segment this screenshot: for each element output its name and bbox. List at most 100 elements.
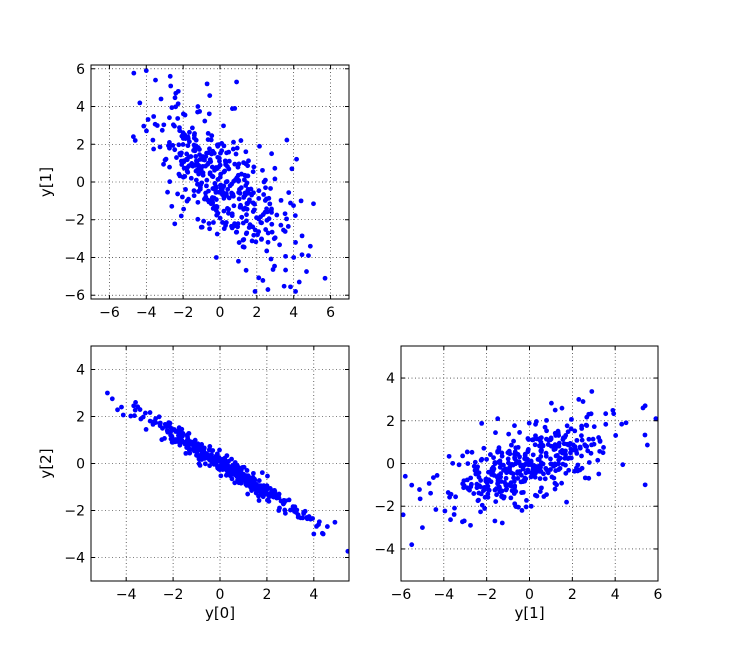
scatter-point	[210, 148, 216, 154]
scatter-point	[214, 451, 220, 457]
scatter-point	[170, 142, 176, 148]
scatter-point	[464, 477, 470, 483]
scatter-point	[210, 448, 216, 453]
scatter-point	[185, 143, 191, 149]
scatter-point	[243, 173, 249, 179]
scatter-point	[538, 449, 544, 455]
scatter-point	[499, 488, 505, 494]
y-tick-label: 2	[76, 410, 85, 426]
scatter-point	[191, 135, 197, 141]
scatter-point	[236, 258, 241, 264]
scatter-points	[105, 390, 349, 554]
scatter-point	[474, 471, 480, 477]
scatter-point	[402, 473, 408, 479]
scatter-point	[316, 522, 321, 527]
y-tick-label: −2	[64, 213, 85, 229]
scatter-point	[206, 111, 212, 117]
scatter-point	[252, 201, 257, 207]
scatter-point	[234, 79, 239, 85]
scatter-point	[277, 242, 282, 248]
scatter-point	[588, 450, 594, 456]
scatter-point	[610, 407, 616, 413]
scatter-point	[132, 413, 137, 419]
scatter-point	[260, 167, 265, 173]
scatter-point	[296, 279, 302, 285]
scatter-point	[523, 504, 529, 510]
scatter-point	[544, 417, 549, 423]
scatter-point	[519, 508, 525, 513]
scatter-point	[562, 455, 568, 461]
scatter-point	[573, 446, 578, 452]
scatter-point	[515, 444, 521, 450]
scatter-point	[215, 154, 221, 160]
x-tick-label: −4	[116, 587, 137, 603]
scatter-point	[141, 123, 147, 129]
scatter-point	[246, 481, 251, 487]
scatter-point	[567, 455, 573, 461]
scatter-point	[191, 193, 197, 199]
scatter-point	[530, 452, 536, 458]
scatter-point	[241, 244, 247, 250]
scatter-point	[465, 486, 471, 492]
x-tick-label: −2	[173, 305, 194, 321]
scatter-point	[183, 187, 188, 192]
scatter-point	[274, 212, 280, 218]
scatter-point	[548, 436, 554, 442]
scatter-point	[556, 443, 562, 449]
scatter-point	[278, 197, 284, 203]
scatter-point	[128, 413, 134, 419]
scatter-point	[238, 471, 243, 477]
scatter-point	[143, 427, 149, 432]
scatter-point	[272, 165, 278, 171]
scatter-point	[207, 444, 213, 449]
scatter-point	[531, 463, 537, 468]
scatter-point	[209, 452, 214, 458]
scatter-point	[469, 449, 475, 455]
scatter-point	[484, 456, 489, 462]
scatter-point	[597, 448, 603, 454]
scatter-point	[131, 70, 137, 76]
scatter-point	[566, 467, 572, 473]
scatter-point	[252, 289, 258, 294]
scatter-point	[203, 190, 208, 196]
scatter-point	[574, 450, 580, 456]
x-tick-label: 2	[252, 305, 261, 321]
x-tick-label: 6	[326, 305, 335, 321]
scatter-point	[291, 255, 297, 260]
scatter-point	[220, 456, 226, 462]
scatter-point	[151, 146, 157, 152]
scatter-point	[193, 154, 199, 159]
scatter-point	[537, 489, 543, 495]
scatter-point	[293, 289, 298, 294]
scatter-point	[496, 445, 502, 451]
scatter-point	[203, 154, 209, 159]
y-tick-label: 2	[76, 137, 85, 153]
scatter-point	[261, 192, 267, 197]
scatter-point	[137, 100, 143, 106]
scatter-point	[508, 495, 514, 501]
scatter-point	[478, 509, 483, 515]
scatter-point	[231, 223, 237, 229]
scatter-point	[224, 179, 230, 184]
scatter-point	[541, 471, 546, 477]
scatter-point	[264, 483, 270, 489]
scatter-point	[206, 150, 211, 156]
scatter-point	[172, 123, 177, 129]
scatter-point	[168, 83, 174, 89]
scatter-point	[533, 433, 538, 439]
scatter-point	[256, 196, 262, 201]
scatter-point	[157, 421, 163, 426]
scatter-point	[286, 190, 292, 196]
scatter-point	[244, 212, 249, 218]
scatter-point	[242, 475, 248, 480]
scatter-point	[212, 204, 217, 209]
scatter-point	[178, 439, 184, 445]
scatter-point	[511, 475, 517, 481]
scatter-point	[448, 491, 454, 497]
scatter-point	[538, 460, 544, 466]
scatter-point	[255, 483, 261, 489]
scatter-point	[525, 449, 531, 455]
scatter-point	[568, 450, 573, 456]
scatter-point	[453, 494, 458, 500]
scatter-point	[187, 450, 193, 456]
